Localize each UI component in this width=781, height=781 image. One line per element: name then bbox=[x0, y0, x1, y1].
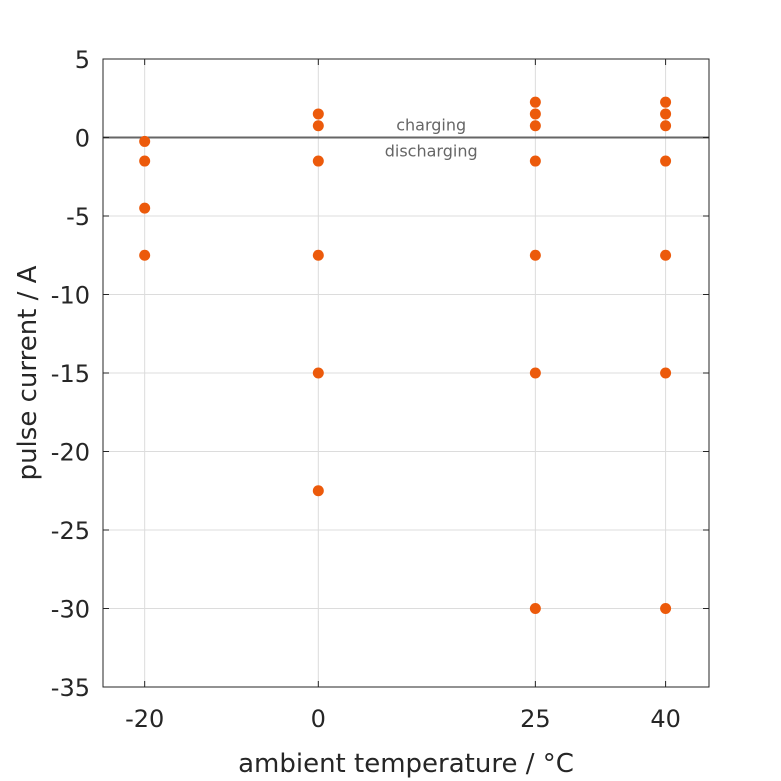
data-point bbox=[660, 155, 672, 167]
data-point bbox=[139, 135, 151, 147]
data-point bbox=[529, 96, 541, 108]
y-tick-label: -15 bbox=[51, 360, 90, 388]
data-point bbox=[529, 249, 541, 261]
data-point bbox=[529, 155, 541, 167]
data-point bbox=[660, 120, 672, 132]
data-point bbox=[660, 96, 672, 108]
data-point bbox=[312, 367, 324, 379]
data-point bbox=[660, 249, 672, 261]
x-tick-label: 25 bbox=[520, 705, 551, 733]
data-point bbox=[529, 108, 541, 120]
data-point bbox=[312, 485, 324, 497]
data-point bbox=[139, 202, 151, 214]
data-point bbox=[139, 249, 151, 261]
annotation-charging: charging bbox=[396, 116, 466, 135]
y-axis-ticks: 5 0 -5 -10 -15 -20 -25 -30 -35 bbox=[51, 46, 709, 702]
data-point bbox=[660, 108, 672, 120]
data-point bbox=[312, 155, 324, 167]
y-tick-label: 0 bbox=[75, 125, 90, 153]
data-point bbox=[312, 120, 324, 132]
data-point bbox=[312, 249, 324, 261]
x-axis-ticks: -20 0 25 40 bbox=[125, 59, 681, 733]
x-tick-label: 0 bbox=[311, 705, 326, 733]
data-point bbox=[529, 367, 541, 379]
y-axis-label: pulse current / A bbox=[13, 265, 43, 480]
data-point bbox=[529, 120, 541, 132]
y-tick-label: -25 bbox=[51, 517, 90, 545]
data-point bbox=[139, 155, 151, 167]
data-point bbox=[529, 603, 541, 614]
x-axis-label: ambient temperature / °C bbox=[238, 749, 574, 779]
y-tick-label: 5 bbox=[75, 46, 90, 74]
data-point bbox=[660, 603, 672, 614]
y-tick-label: -35 bbox=[51, 674, 90, 702]
data-point bbox=[660, 367, 672, 379]
x-tick-label: 40 bbox=[650, 705, 681, 733]
y-tick-label: -20 bbox=[51, 439, 90, 467]
annotation-discharging: discharging bbox=[385, 142, 478, 161]
y-tick-label: -5 bbox=[66, 203, 90, 231]
data-point bbox=[312, 108, 324, 120]
y-tick-label: -30 bbox=[51, 596, 90, 624]
data-points bbox=[139, 96, 672, 614]
y-tick-label: -10 bbox=[51, 282, 90, 310]
x-tick-label: -20 bbox=[125, 705, 164, 733]
